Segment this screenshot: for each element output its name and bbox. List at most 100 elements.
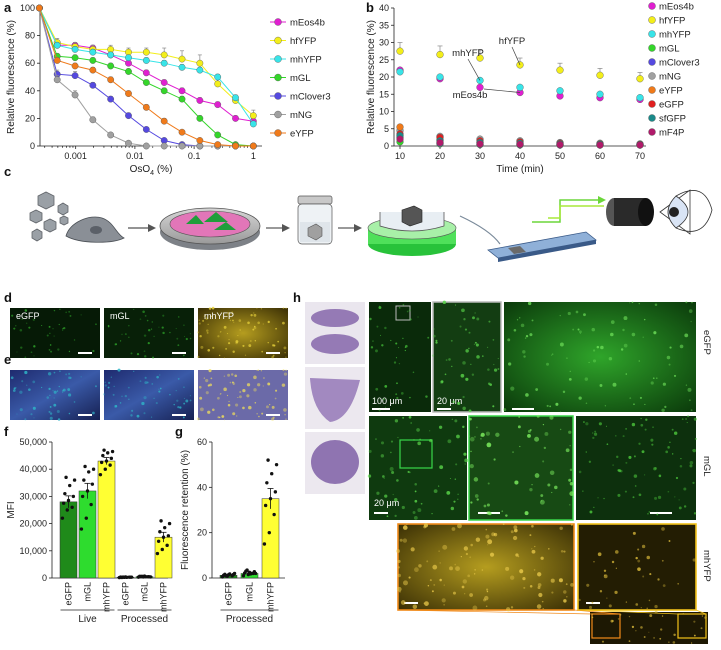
- texture-dot: [203, 315, 205, 317]
- scale-bar: [172, 352, 186, 354]
- replicate-point: [241, 574, 246, 578]
- data-point: [214, 80, 222, 88]
- texture-dot: [433, 584, 436, 586]
- texture-dot: [283, 372, 288, 376]
- replicate-point: [121, 575, 125, 579]
- texture-dot: [380, 454, 385, 458]
- texture-dot: [638, 442, 641, 445]
- texture-dot: [451, 418, 453, 420]
- data-point: [125, 68, 132, 75]
- legend-label: mhYFP: [659, 30, 691, 41]
- texture-dot: [232, 319, 234, 322]
- texture-dot: [417, 316, 419, 318]
- replicate-point: [60, 516, 65, 520]
- replicate-point: [129, 575, 134, 579]
- texture-dot: [600, 345, 604, 350]
- texture-dot: [26, 322, 28, 324]
- y-tick-label: 35: [379, 20, 389, 30]
- texture-dot: [529, 584, 533, 588]
- texture-dot: [685, 418, 688, 420]
- texture-dot: [139, 380, 142, 383]
- data-point: [107, 95, 115, 103]
- texture-dot: [569, 468, 573, 472]
- texture-dot: [253, 375, 257, 380]
- texture-dot: [608, 604, 612, 608]
- replicate-point: [68, 483, 72, 488]
- crystals-icon: [29, 191, 69, 242]
- x-tick-label: mhYFP: [266, 582, 276, 612]
- arrow-head-icon: [148, 224, 156, 232]
- texture-dot: [468, 331, 471, 334]
- texture-dot: [448, 358, 451, 361]
- texture-dot: [384, 384, 388, 388]
- texture-dot: [505, 566, 510, 571]
- texture-dot: [128, 398, 130, 400]
- texture-dot: [56, 410, 60, 414]
- texture-dot: [390, 440, 394, 443]
- data-point: [160, 59, 168, 67]
- texture-dot: [451, 527, 456, 531]
- texture-dot: [603, 497, 605, 500]
- texture-dot: [413, 439, 415, 441]
- texture-dot: [542, 424, 545, 426]
- data-point: [214, 101, 222, 109]
- texture-dot: [643, 318, 646, 321]
- texture-dot: [687, 387, 692, 392]
- texture-dot: [462, 406, 466, 411]
- texture-dot: [481, 569, 484, 571]
- data-point: [396, 123, 404, 131]
- replicate-point: [99, 460, 104, 465]
- texture-dot: [693, 512, 697, 515]
- x-tick-label: 20: [435, 151, 445, 161]
- texture-dot: [585, 422, 589, 426]
- data-point: [160, 79, 168, 86]
- texture-dot: [690, 320, 692, 323]
- y-axis-label: MFI: [6, 501, 17, 518]
- texture-dot: [53, 403, 57, 407]
- texture-dot: [393, 361, 397, 364]
- replicate-point: [109, 456, 114, 461]
- texture-dot: [161, 326, 164, 329]
- texture-dot: [144, 376, 147, 379]
- texture-dot: [442, 300, 447, 305]
- texture-dot: [693, 634, 696, 637]
- texture-dot: [527, 301, 532, 306]
- texture-dot: [658, 474, 662, 478]
- texture-dot: [382, 475, 385, 478]
- texture-dot: [189, 399, 192, 402]
- panel-letter-b: b: [366, 0, 374, 15]
- texture-dot: [19, 408, 23, 412]
- texture-dot: [142, 310, 145, 314]
- texture-dot: [217, 416, 220, 419]
- texture-dot: [646, 555, 651, 560]
- texture-dot: [642, 336, 644, 338]
- texture-dot: [285, 307, 287, 309]
- texture-dot: [272, 354, 275, 357]
- data-point: [596, 141, 604, 149]
- texture-dot: [19, 328, 23, 332]
- texture-dot: [633, 474, 638, 478]
- texture-dot: [487, 368, 490, 371]
- texture-dot: [208, 369, 212, 373]
- data-point: [476, 54, 484, 62]
- eye-icon: [659, 189, 713, 235]
- texture-dot: [424, 601, 429, 606]
- data-point: [249, 112, 257, 120]
- bar: [59, 501, 78, 579]
- x-tick-label: 50: [555, 151, 565, 161]
- data-point: [196, 97, 204, 104]
- texture-dot: [623, 316, 628, 321]
- texture-dot: [151, 383, 154, 385]
- texture-dot: [217, 335, 220, 338]
- texture-dot: [673, 633, 676, 637]
- texture-dot: [578, 330, 582, 334]
- texture-dot: [223, 357, 226, 359]
- texture-dot: [402, 538, 408, 543]
- texture-dot: [465, 552, 469, 556]
- annotation-leader: [467, 58, 481, 81]
- texture-dot: [543, 446, 547, 450]
- texture-dot: [692, 481, 695, 484]
- texture-dot: [376, 325, 379, 328]
- data-point: [196, 66, 204, 74]
- micrograph-egfp-dapi: [10, 370, 100, 420]
